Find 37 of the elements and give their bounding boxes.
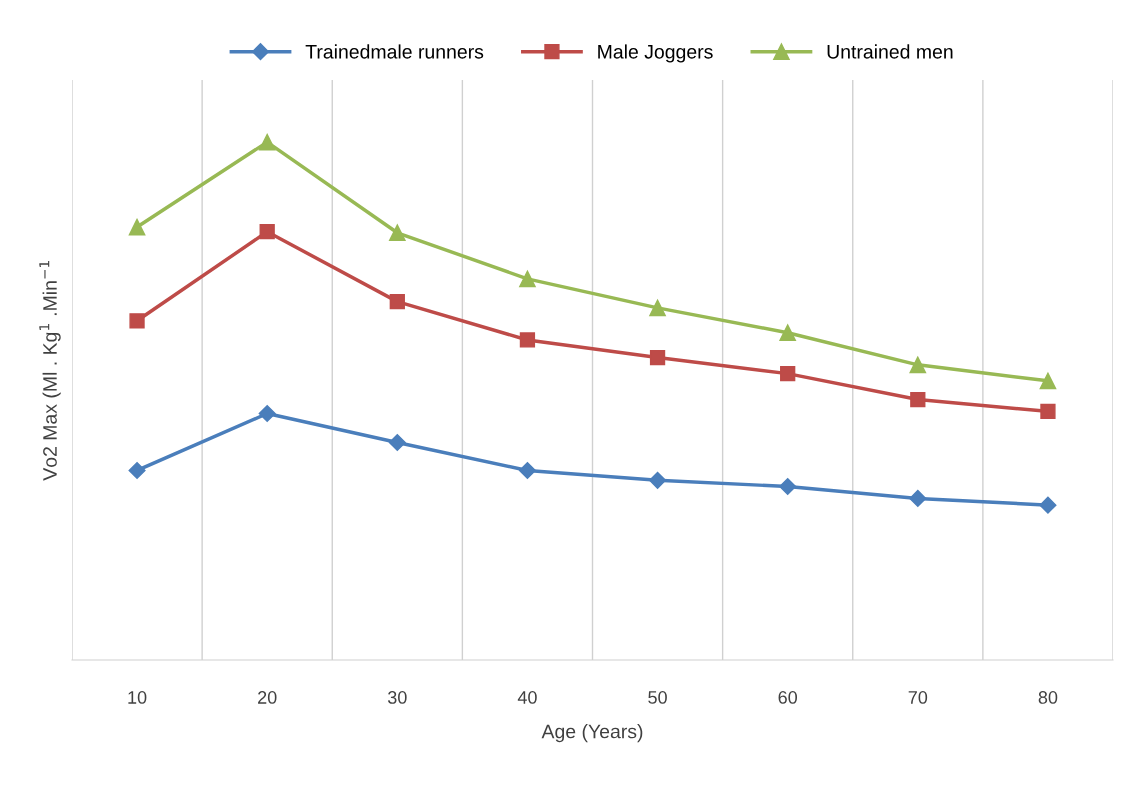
point xyxy=(258,404,276,423)
x-tick-label: 60 xyxy=(778,691,798,704)
x-tick-label: 20 xyxy=(258,691,277,704)
legend-label: Untrained men xyxy=(827,44,953,59)
x-tick-label: 40 xyxy=(517,691,537,704)
point xyxy=(388,224,406,242)
point xyxy=(128,461,146,480)
x-tick-label: 10 xyxy=(128,691,147,704)
legend-label: Trainedmale runners xyxy=(305,44,484,59)
x-tick-label: 70 xyxy=(908,691,928,704)
point xyxy=(519,332,536,348)
x-axis-title: Age (Years) xyxy=(541,724,643,743)
point xyxy=(1039,372,1057,390)
point xyxy=(649,471,667,489)
point xyxy=(779,324,797,342)
point xyxy=(259,224,275,240)
x-tick-label: 80 xyxy=(1038,691,1058,704)
point xyxy=(258,133,276,151)
y-axis-title: Vo2 Max (Ml . Kg$^{1}$ .Min$^{−1}$ xyxy=(39,261,61,481)
point xyxy=(519,270,536,288)
point xyxy=(389,294,405,310)
x-tick-label: 30 xyxy=(387,691,407,704)
point xyxy=(649,299,666,317)
point xyxy=(649,349,666,366)
x-tick-label: 50 xyxy=(648,691,667,704)
point xyxy=(1039,496,1057,514)
point xyxy=(518,461,536,480)
point xyxy=(779,477,797,496)
point xyxy=(1040,403,1056,420)
point xyxy=(780,365,796,382)
legend-label: Male Joggers xyxy=(598,44,713,63)
point xyxy=(909,356,927,374)
point xyxy=(910,391,926,408)
point xyxy=(388,433,406,452)
point xyxy=(128,218,146,236)
point xyxy=(129,313,145,329)
point xyxy=(909,489,927,507)
